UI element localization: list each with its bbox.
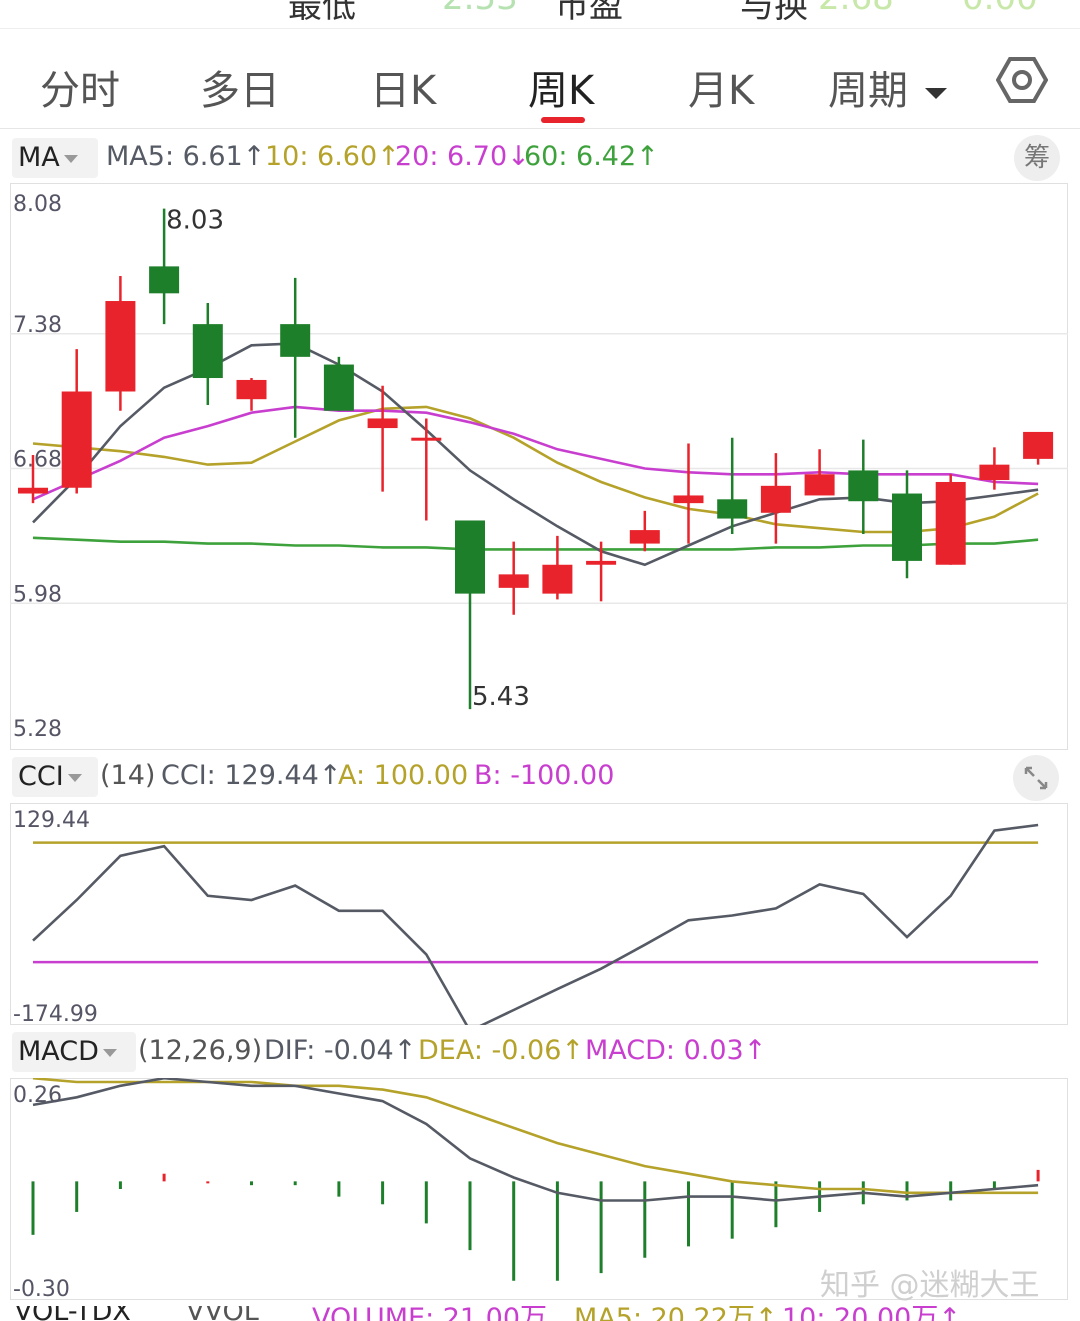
candle-body xyxy=(673,495,704,504)
candle-body xyxy=(586,560,617,565)
macd-ytick-label: 0.26 xyxy=(13,1083,62,1108)
ma20-legend: 20: 6.70↓ xyxy=(395,141,530,172)
tab-monthly-k[interactable]: 月K xyxy=(688,68,755,114)
macd-indicator-selector[interactable]: MACD xyxy=(12,1032,136,1072)
kline-ytick-label: 8.08 xyxy=(13,192,62,217)
quote-low-label: 最低 xyxy=(288,0,356,26)
tab-daily-k[interactable]: 日K xyxy=(370,68,437,114)
candle-body xyxy=(192,324,223,379)
tab-multi-day[interactable]: 多日 xyxy=(200,68,280,114)
candle-body xyxy=(455,520,485,594)
macd-param: (12,26,9) xyxy=(138,1035,263,1066)
cci-ytick-label: -174.99 xyxy=(13,1002,98,1025)
candle-body xyxy=(892,493,922,561)
tab-period-label: 周期 xyxy=(828,68,908,114)
vol-ma5-legend: MA5: 20.22万↑ xyxy=(574,1306,778,1321)
ma-selector-label: MA xyxy=(18,142,60,173)
candle-body xyxy=(542,564,573,594)
dif-line xyxy=(32,1078,1039,1202)
ma60-legend: 60: 6.42↑ xyxy=(524,141,659,172)
kline-ytick-label: 5.28 xyxy=(13,717,62,742)
candle-body xyxy=(323,364,354,411)
candle-body xyxy=(411,437,442,441)
candle-body xyxy=(280,324,311,357)
tab-period-dropdown[interactable]: 周期 xyxy=(828,58,947,116)
macd-dif-legend: DIF: -0.04↑ xyxy=(264,1035,417,1066)
candle-body xyxy=(236,379,267,400)
cci-a-legend: A: 100.00 xyxy=(338,760,469,791)
cci-indicator-selector[interactable]: CCI xyxy=(12,757,98,797)
kline-ytick-label: 5.98 xyxy=(13,582,62,607)
cci-param: (14) xyxy=(100,760,156,791)
candle-body xyxy=(717,499,748,519)
candle-body xyxy=(149,266,180,294)
candle-body xyxy=(848,470,879,502)
vol-volume-legend: VOLUME: 21.00万 xyxy=(312,1306,547,1321)
expand-icon[interactable] xyxy=(1013,755,1059,801)
quote-low-value: 2.53 xyxy=(442,0,518,18)
quote-pe-label: 市盈 xyxy=(555,0,623,26)
macd-selector-label: MACD xyxy=(18,1036,99,1067)
macd-ytick-label: -0.30 xyxy=(13,1277,70,1300)
ma10-legend: 10: 6.60↑ xyxy=(265,141,400,172)
candle-body xyxy=(498,574,529,588)
vol-legend-strip: VOL-TDX VVOL VOLUME: 21.00万 MA5: 20.22万↑… xyxy=(0,1306,1080,1321)
settings-hexagon-icon[interactable] xyxy=(996,54,1048,106)
caret-down-icon xyxy=(924,87,947,99)
kline-chart[interactable]: 8.08 7.38 6.68 5.98 5.28 8.03 5.43 xyxy=(10,183,1068,750)
kline-ytick-label: 6.68 xyxy=(13,448,62,473)
candle-body xyxy=(804,474,835,496)
ma20-line xyxy=(32,405,1039,501)
macd-value-legend: MACD: 0.03↑ xyxy=(585,1035,767,1066)
tab-weekly-k[interactable]: 周K xyxy=(528,68,595,114)
candle-body xyxy=(760,485,791,513)
low-price-annotation: 5.43 xyxy=(472,682,530,712)
dea-line xyxy=(32,1078,1039,1195)
quote-change-value: 0.00 xyxy=(962,0,1038,18)
cci-line xyxy=(32,823,1039,1025)
high-price-annotation: 8.03 xyxy=(166,206,224,236)
quote-turnover-value: 2.68 xyxy=(818,0,894,18)
cci-selector-label: CCI xyxy=(18,761,64,792)
quote-summary-strip: 最低 2.53 市盈 与换 2.68 0.00 xyxy=(0,0,1080,29)
chip-distribution-button[interactable]: 筹 xyxy=(1014,135,1060,181)
candle-body xyxy=(629,530,660,544)
macd-frame xyxy=(10,1078,1068,1300)
watermark: 知乎 @迷糊大王 xyxy=(820,1268,1040,1303)
kline-ytick-label: 7.38 xyxy=(13,313,62,338)
quote-turnover-label: 与换 xyxy=(740,0,808,26)
macd-dea-legend: DEA: -0.06↑ xyxy=(418,1035,585,1066)
macd-chart[interactable]: 0.26 -0.30 xyxy=(10,1078,1068,1300)
candle-body xyxy=(1023,431,1054,459)
cci-chart[interactable]: 129.44 -174.99 xyxy=(10,803,1068,1025)
candle-body xyxy=(105,301,136,392)
caret-down-icon xyxy=(63,154,78,163)
ma-indicator-selector[interactable]: MA xyxy=(12,138,98,178)
candle-body xyxy=(979,464,1010,481)
candle-body xyxy=(367,418,398,429)
candle-body xyxy=(18,487,48,494)
vol-ma10-legend: 10: 20.00万↑ xyxy=(782,1306,961,1321)
vol-vvol-legend: VVOL xyxy=(186,1306,259,1321)
ma5-legend: MA5: 6.61↑ xyxy=(106,141,266,172)
period-tab-bar: 分时 多日 日K 周K 月K 周期 xyxy=(0,30,1080,129)
caret-down-icon xyxy=(67,773,82,782)
cci-frame xyxy=(10,803,1068,1025)
candle-body xyxy=(935,481,966,565)
cci-ytick-label: 129.44 xyxy=(13,808,90,833)
tab-intraday[interactable]: 分时 xyxy=(40,68,120,114)
ma10-line xyxy=(32,405,1039,534)
cci-value-legend: CCI: 129.44↑ xyxy=(161,760,342,791)
active-tab-indicator xyxy=(541,117,585,123)
kline-frame xyxy=(10,183,1068,750)
cci-b-legend: B: -100.00 xyxy=(474,760,615,791)
caret-down-icon xyxy=(102,1048,117,1057)
vol-indicator-selector[interactable]: VOL-TDX xyxy=(14,1306,131,1321)
ma60-line xyxy=(32,536,1039,551)
candle-body xyxy=(61,391,92,488)
